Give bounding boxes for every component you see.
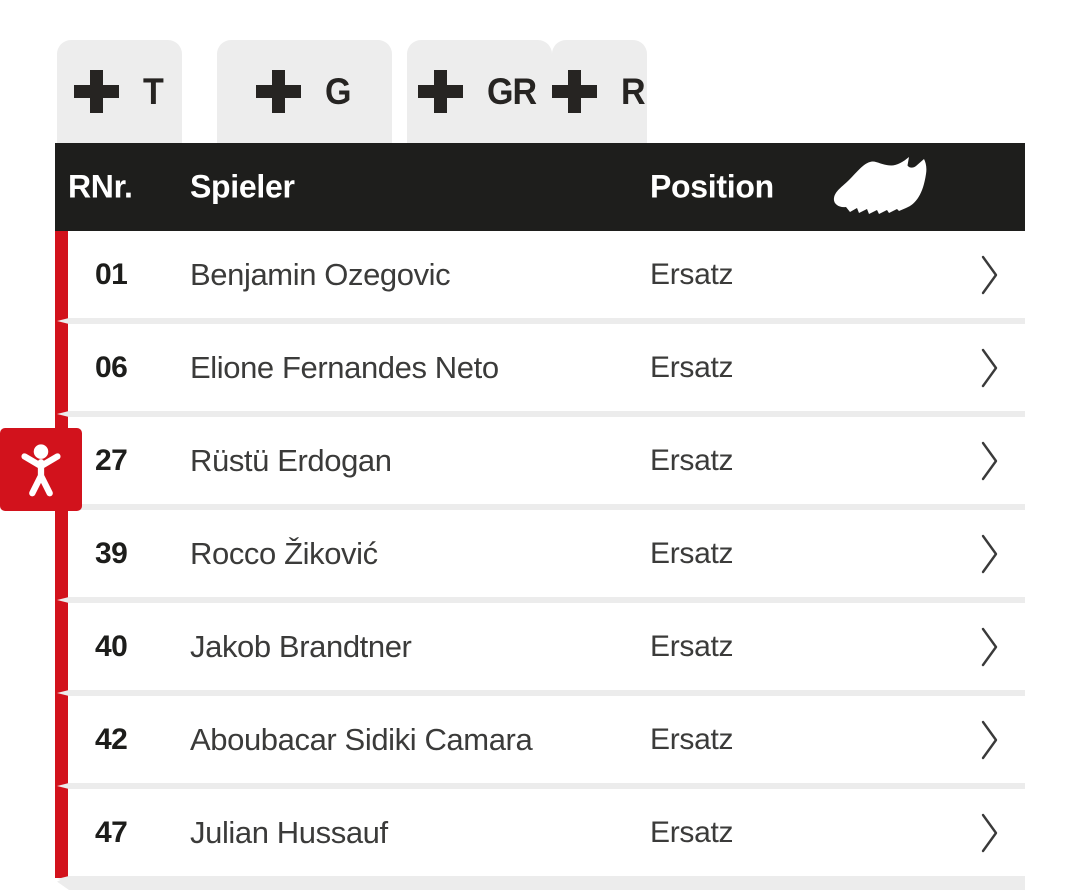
player-position: Ersatz	[650, 815, 734, 849]
add-button-label: T	[143, 71, 164, 112]
add-button[interactable]: GR	[407, 40, 552, 143]
player-position: Ersatz	[650, 722, 734, 756]
plus-icon	[256, 70, 302, 113]
player-name: Elione Fernandes Neto	[190, 349, 499, 385]
chevron-right-icon	[981, 813, 998, 852]
player-name: Benjamin Ozegovic	[190, 256, 451, 292]
chevron-right-icon	[981, 441, 998, 480]
player-position: Ersatz	[650, 350, 734, 384]
row-divider	[57, 411, 1025, 417]
row-divider	[57, 597, 1025, 603]
player-name: Jakob Brandtner	[190, 628, 412, 664]
player-name: Julian Hussauf	[190, 814, 388, 850]
player-row[interactable]: 40 Jakob Brandtner Ersatz	[68, 603, 1025, 690]
add-tabs-bar: T G GR R	[57, 40, 647, 143]
add-button[interactable]: G	[217, 40, 392, 143]
player-name: Aboubacar Sidiki Camara	[190, 721, 533, 757]
row-divider	[57, 504, 1025, 510]
plus-icon	[74, 70, 120, 113]
player-number: 27	[95, 443, 128, 477]
red-accent-bar	[55, 231, 68, 878]
player-number: 39	[95, 536, 128, 570]
player-number: 42	[95, 722, 128, 756]
accessibility-person-icon	[21, 443, 61, 496]
column-header-number: RNr.	[68, 168, 133, 205]
add-button-label: R	[621, 71, 646, 112]
player-position: Ersatz	[650, 257, 734, 291]
row-divider	[57, 876, 1025, 890]
chevron-right-icon	[981, 720, 998, 759]
plus-icon	[552, 70, 597, 113]
player-row[interactable]: 39 Rocco Žiković Ersatz	[68, 510, 1025, 597]
player-number: 01	[95, 257, 128, 291]
player-number: 06	[95, 350, 128, 384]
add-button-label: G	[325, 71, 351, 112]
player-name: Rüstü Erdogan	[190, 442, 392, 478]
add-button[interactable]: R	[552, 40, 647, 143]
row-divider	[57, 690, 1025, 696]
player-table: 01 Benjamin Ozegovic Ersatz 06 Elione Fe…	[57, 231, 1025, 882]
player-number: 40	[95, 629, 128, 663]
player-row[interactable]: 47 Julian Hussauf Ersatz	[68, 789, 1025, 876]
table-header: RNr. Spieler Position	[55, 143, 1025, 231]
add-button-label: GR	[487, 71, 537, 112]
accessibility-widget-button[interactable]	[0, 428, 82, 511]
chevron-right-icon	[981, 534, 998, 573]
player-row[interactable]: 01 Benjamin Ozegovic Ersatz	[68, 231, 1025, 318]
chevron-right-icon	[981, 255, 998, 294]
chevron-right-icon	[981, 627, 998, 666]
plus-icon	[418, 70, 464, 113]
player-position: Ersatz	[650, 536, 734, 570]
column-header-position: Position	[650, 168, 774, 205]
player-name: Rocco Žiković	[190, 535, 378, 571]
player-number: 47	[95, 815, 128, 849]
row-divider	[57, 318, 1025, 324]
player-position: Ersatz	[650, 443, 734, 477]
player-position: Ersatz	[650, 629, 734, 663]
player-row[interactable]: 06 Elione Fernandes Neto Ersatz	[68, 324, 1025, 411]
player-row[interactable]: 42 Aboubacar Sidiki Camara Ersatz	[68, 696, 1025, 783]
column-header-player: Spieler	[190, 168, 295, 205]
row-divider	[57, 783, 1025, 789]
player-row[interactable]: 27 Rüstü Erdogan Ersatz	[68, 417, 1025, 504]
add-button[interactable]: T	[57, 40, 182, 143]
chevron-right-icon	[981, 348, 998, 387]
football-boot-icon	[833, 157, 927, 214]
